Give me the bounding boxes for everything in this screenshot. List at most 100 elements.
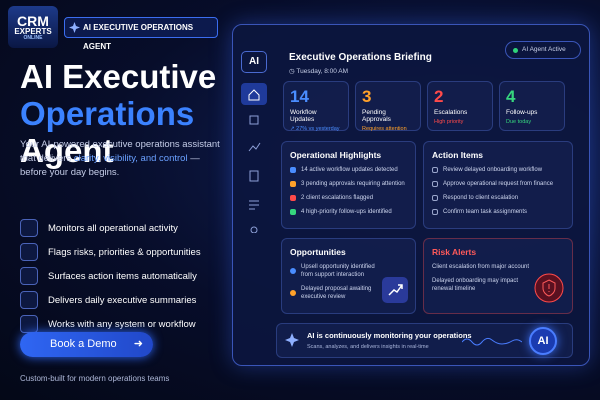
item-text: 4 high-priority follow-ups identified [301, 209, 392, 215]
item-icon [290, 167, 296, 173]
badge-text: AI EXECUTIVE OPERATIONS AGENT [83, 23, 194, 51]
feature-text: Surfaces action items automatically [48, 270, 197, 282]
logo-text: CRM [17, 13, 49, 29]
alert-icon [534, 273, 564, 303]
item-icon [290, 181, 296, 187]
item-text: 2 client escalations flagged [301, 195, 374, 201]
sidebar-logo: AI [241, 51, 267, 73]
item-icon [290, 209, 296, 215]
list: Upsell opportunity identified from suppo… [290, 263, 380, 301]
stat-card: 4 Follow-ups Due today [499, 81, 565, 131]
list-item: 2 client escalations flagged [290, 194, 407, 202]
stat-value: 2 [434, 87, 444, 106]
item-icon [290, 195, 296, 201]
description-text: — before your day begins. [20, 153, 200, 178]
feature-text: Delivers daily executive summaries [48, 294, 197, 306]
sparkle-icon [69, 22, 80, 33]
stat-card: 14 Workflow Updates ↗ 27% vs yesterday [283, 81, 349, 132]
item-text: Client escalation from major account [432, 264, 530, 270]
list-item: Review delayed onboarding workflow [432, 166, 564, 174]
list-item: Upsell opportunity identified from suppo… [290, 263, 380, 279]
stat-value: 14 [290, 87, 309, 106]
item-text: Review delayed onboarding workflow [443, 167, 543, 173]
list-item: Delayed onboarding may impact renewal ti… [432, 277, 532, 293]
list-item: 3 pending approvals requiring attention [290, 180, 407, 188]
trend-icon [382, 277, 408, 303]
card-title: Opportunities [290, 247, 346, 257]
stat-label: Workflow Updates [290, 109, 317, 123]
stat-detail: ↗ 27% vs yesterday [290, 126, 340, 132]
item-text: Delayed proposal awaiting executive revi… [301, 286, 372, 300]
list-item: Delayed proposal awaiting executive revi… [290, 285, 380, 301]
stat-detail: High priority [434, 119, 464, 125]
badge: AI EXECUTIVE OPERATIONS AGENT [64, 17, 218, 51]
headline-line: AI Executive [20, 58, 217, 95]
stat-detail: Due today [506, 119, 532, 125]
datetime-text: Tuesday, 8:00 AM [296, 68, 349, 75]
feature-icon [20, 315, 38, 333]
feature: Surfaces action items automatically [20, 266, 197, 286]
item-icon [432, 181, 438, 187]
highlights-card: Operational Highlights 14 active workflow… [281, 141, 416, 229]
item-text: 3 pending approvals requiring attention [301, 181, 405, 187]
datetime: ◷ Tuesday, 8:00 AM [289, 68, 349, 75]
stat-card: 2 Escalations High priority [427, 81, 493, 131]
feature-icon [20, 291, 38, 309]
headline-line: Agent [20, 132, 114, 169]
item-text: Respond to client escalation [443, 195, 519, 201]
stat-card: 3 Pending Approvals Requires attention [355, 81, 421, 132]
list-item: Respond to client escalation [432, 194, 564, 202]
feature-text: Flags risks, priorities & opportunities [48, 246, 201, 258]
logo-text: EXPERTS [14, 27, 52, 36]
list: Client escalation from major account Dela… [432, 263, 532, 293]
list-item: 4 high-priority follow-ups identified [290, 208, 407, 216]
arrow: ➜ [133, 338, 143, 350]
action-card: Action Items Review delayed onboarding wo… [423, 141, 573, 229]
status-dot [513, 48, 518, 53]
list-item: Approve operational request from finance [432, 180, 564, 188]
feature-icon [20, 243, 38, 261]
stat-label: Pending Approvals [362, 109, 391, 123]
description-text: Your AI-powered executive operations ass… [20, 139, 220, 164]
status-text: AI Agent Active [522, 46, 566, 53]
dashboard-title: Executive Operations Briefing [289, 52, 432, 63]
item-text: Upsell opportunity identified from suppo… [301, 264, 375, 278]
monitoring-bar: AI is continuously monitoring your opera… [276, 323, 573, 358]
dashboard: AI Executive Operations Briefing ◷ Tuesd… [232, 24, 590, 366]
opportunities-card: Opportunities Upsell opportunity identifi… [281, 238, 416, 314]
demo-button[interactable]: Book a Demo ➜ [20, 332, 153, 357]
stat-value: 4 [506, 87, 516, 106]
sparkle-icon [285, 333, 299, 347]
item-text: Confirm team task assignments [443, 209, 528, 215]
logo-text: ONLINE [23, 35, 43, 41]
list: Review delayed onboarding workflow Approv… [432, 166, 564, 216]
headline-line: Operations [20, 95, 195, 132]
feature-icon [20, 219, 38, 237]
card-title: Operational Highlights [290, 150, 382, 160]
logo: CRM EXPERTS ONLINE [8, 6, 58, 48]
item-text: 14 active workflow updates detected [301, 167, 398, 173]
stat-label: Escalations [434, 109, 468, 116]
feature-text: Monitors all operational activity [48, 222, 178, 234]
headline: AI Executive Operations Agent [20, 58, 216, 169]
risk-card: Risk Alerts Client escalation from major … [423, 238, 573, 314]
list: 14 active workflow updates detected 3 pen… [290, 166, 407, 216]
list-item: Confirm team task assignments [432, 208, 564, 216]
description: Your AI-powered executive operations ass… [20, 138, 220, 180]
cta-note: Custom-built for modern operations teams [20, 374, 170, 383]
monitoring-title: AI is continuously monitoring your opera… [307, 331, 472, 340]
feature: Monitors all operational activity [20, 218, 178, 238]
sidebar-icons [241, 83, 267, 233]
list-item: Client escalation from major account [432, 263, 532, 271]
wave [462, 337, 522, 346]
feature-text: Works with any system or workflow [48, 318, 196, 330]
item-icon [432, 195, 438, 201]
list-item: 14 active workflow updates detected [290, 166, 407, 174]
button-text: Book a Demo [50, 338, 117, 350]
card-title: Risk Alerts [432, 247, 477, 257]
card-title: Action Items [432, 150, 484, 160]
description-highlight: clarity, visibility, and control [73, 153, 188, 164]
stat-detail: Requires attention [362, 126, 407, 132]
monitoring-subtitle: Scans, analyzes, and delivers insights i… [307, 344, 429, 350]
